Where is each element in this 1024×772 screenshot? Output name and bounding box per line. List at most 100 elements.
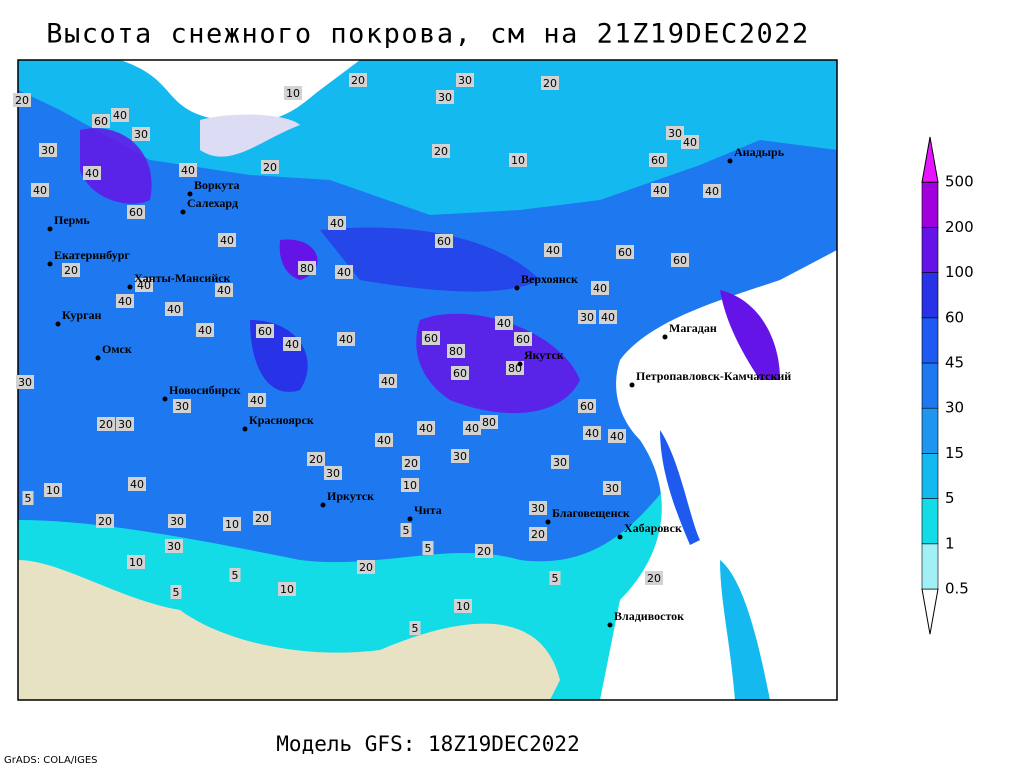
- contour-label-box: [92, 114, 110, 128]
- contour-label: 60: [516, 333, 530, 346]
- contour-label-box: [349, 73, 367, 87]
- contour-label: 40: [705, 185, 719, 198]
- contour-label-box: [379, 374, 397, 388]
- contour-label: 20: [351, 74, 365, 87]
- colorbar-label: 100: [945, 263, 974, 281]
- contour-label-box: [495, 316, 513, 330]
- contour-label: 30: [553, 456, 567, 469]
- contour-label-box: [409, 621, 421, 635]
- contour-label: 40: [130, 478, 144, 491]
- contour-label-box: [549, 571, 561, 585]
- contour-label: 40: [593, 282, 607, 295]
- contour-label-box: [436, 90, 454, 104]
- contour-label-box: [165, 539, 183, 553]
- contour-label: 40: [585, 427, 599, 440]
- city-label: Воркута: [194, 178, 239, 192]
- contour-label-box: [248, 393, 266, 407]
- contour-label-box: [422, 541, 434, 555]
- contour-label-box: [96, 514, 114, 528]
- colorbar-label: 15: [945, 444, 964, 462]
- contour-label: 60: [437, 235, 451, 248]
- city-label: Благовещенск: [552, 506, 630, 520]
- contour-label-box: [583, 426, 601, 440]
- city-label: Пермь: [54, 213, 90, 227]
- city-dot: [617, 534, 623, 540]
- contour-label: 40: [377, 434, 391, 447]
- japan: [720, 560, 770, 700]
- contour-label-box: [132, 127, 150, 141]
- contour-label: 40: [339, 333, 353, 346]
- contour-label: 5: [232, 569, 239, 582]
- city-dot: [727, 158, 733, 164]
- contour-label-box: [256, 324, 274, 338]
- high-snow-area: [80, 128, 152, 204]
- colorbar-band: [921, 543, 939, 590]
- contour-label: 20: [531, 528, 545, 541]
- contour-label: 40: [181, 164, 195, 177]
- contour-label: 60: [94, 115, 108, 128]
- colorbar-end: [921, 588, 939, 635]
- city-label: Анадырь: [734, 145, 785, 159]
- city-dot: [162, 396, 168, 402]
- contour-label-box: [128, 477, 146, 491]
- contour-label: 40: [167, 303, 181, 316]
- contour-label-box: [278, 582, 296, 596]
- contour-label-box: [31, 183, 49, 197]
- contour-label: 40: [653, 184, 667, 197]
- colorbar-band: [921, 181, 939, 228]
- city-label: Хабаровск: [624, 521, 682, 535]
- contour-label-box: [681, 135, 699, 149]
- contour-label-box: [337, 332, 355, 346]
- contour-label: 5: [552, 572, 559, 585]
- contour-label-box: [578, 310, 596, 324]
- city-dot: [47, 226, 53, 232]
- contour-label: 20: [64, 264, 78, 277]
- contour-label-box: [417, 421, 435, 435]
- contour-label: 80: [300, 262, 314, 275]
- contour-label: 60: [129, 206, 143, 219]
- contour-label: 10: [511, 154, 525, 167]
- contour-label: 40: [250, 394, 264, 407]
- contour-label: 20: [255, 512, 269, 525]
- contour-label: 30: [41, 144, 55, 157]
- contour-label-box: [454, 599, 472, 613]
- contour-label-box: [435, 234, 453, 248]
- contour-label: 40: [497, 317, 511, 330]
- contour-label-box: [22, 491, 34, 505]
- contour-label: 10: [46, 484, 60, 497]
- city-dot: [545, 519, 551, 525]
- contour-label-box: [616, 245, 634, 259]
- contour-label-box: [253, 511, 271, 525]
- credit: GrADS: COLA/IGES: [4, 755, 98, 766]
- contour-label-box: [529, 527, 547, 541]
- contour-label: 20: [359, 561, 373, 574]
- city-dot: [320, 502, 326, 508]
- contour-label-box: [463, 421, 481, 435]
- colorbar-label: 30: [945, 399, 964, 417]
- contour-label: 30: [118, 418, 132, 431]
- contour-label-box: [165, 302, 183, 316]
- contour-label-box: [401, 478, 419, 492]
- contour-label: 20: [647, 572, 661, 585]
- contour-label: 20: [15, 94, 29, 107]
- contour-label-box: [283, 337, 301, 351]
- contour-label: 40: [85, 167, 99, 180]
- contour-label-box: [298, 261, 316, 275]
- contour-label-box: [16, 375, 34, 389]
- contour-label-box: [215, 283, 233, 297]
- contour-label-box: [13, 93, 31, 107]
- contour-label-box: [127, 555, 145, 569]
- colorbar-label: 1: [945, 534, 955, 552]
- contour-label: 20: [434, 145, 448, 158]
- city-label: Якутск: [524, 348, 564, 362]
- colorbar-label: 45: [945, 354, 964, 372]
- contour-label: 60: [258, 325, 272, 338]
- city-dot: [629, 382, 635, 388]
- contour-label: 10: [286, 87, 300, 100]
- colorbar-band: [921, 362, 939, 409]
- contour-label-box: [551, 455, 569, 469]
- colorbar-label: 0.5: [945, 580, 969, 598]
- contour-label-box: [666, 126, 684, 140]
- contour-label-box: [261, 160, 279, 174]
